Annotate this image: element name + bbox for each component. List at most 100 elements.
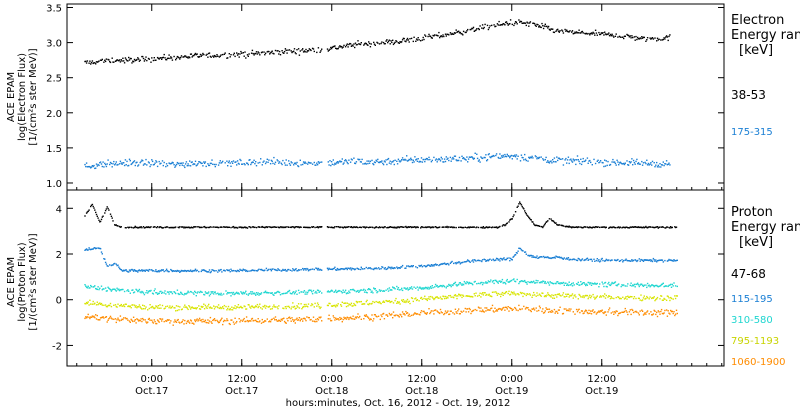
data-point [440,285,442,287]
data-point [393,287,395,289]
data-point [111,318,113,320]
data-point [294,226,296,228]
data-point [162,227,164,229]
data-point [147,321,149,323]
data-point [560,295,562,297]
data-point [635,297,637,300]
data-point [259,293,261,295]
data-point [398,316,400,318]
data-point [448,159,450,162]
data-point [642,226,645,228]
data-point [309,48,311,51]
data-point [487,294,490,296]
data-point [333,164,335,166]
data-point [145,56,147,58]
data-point [380,302,382,305]
data-point [438,158,440,160]
data-point [590,258,592,261]
data-point [234,317,236,319]
data-point [434,263,437,265]
data-point [578,29,580,31]
data-point [517,250,519,252]
data-point [563,257,565,259]
data-point [383,43,386,45]
data-point [477,282,480,285]
data-point [128,305,130,307]
data-point [132,269,134,271]
data-point [175,57,178,60]
data-point [664,259,666,262]
data-point [259,320,261,322]
data-point [86,302,89,305]
data-point [316,292,318,294]
data-point [261,308,263,310]
data-point [519,247,521,250]
data-point [466,295,468,297]
data-point [544,23,546,25]
data-point [438,226,440,229]
data-point [611,259,613,261]
data-point [425,35,427,37]
data-point [438,297,440,299]
data-point [158,321,160,323]
data-point [190,306,193,309]
data-point [243,305,245,307]
data-point [148,58,150,60]
data-point [533,22,535,24]
data-point [604,165,607,167]
data-point [369,160,372,162]
data-point [114,318,117,320]
data-point [329,302,331,305]
data-point [191,322,193,324]
data-point [199,308,202,310]
data-point [208,269,211,271]
data-point [390,40,392,42]
data-point [236,292,239,295]
data-point [351,159,353,161]
data-point [263,51,265,53]
data-point [486,282,489,284]
data-point [303,50,306,52]
data-point [272,293,274,296]
data-point [488,309,490,311]
data-point [649,163,651,165]
data-point [659,285,661,287]
data-point [197,320,199,322]
data-point [266,318,268,320]
data-point [388,266,391,269]
data-point [118,59,121,61]
data-point [366,299,368,302]
data-point [254,293,256,295]
data-point [280,270,282,272]
data-point [155,322,157,325]
data-point [142,292,145,294]
data-point [263,291,265,294]
data-point [428,288,430,290]
data-point [554,282,556,285]
data-point [156,271,159,273]
data-point [215,270,217,272]
data-point [623,311,625,313]
data-point [337,226,339,228]
data-point [527,307,529,309]
data-point [378,226,381,228]
data-point [486,307,488,309]
data-point [669,227,671,229]
data-point [568,225,570,227]
data-point [375,159,377,161]
data-point [475,260,477,262]
data-point [491,281,494,283]
data-point [614,35,617,37]
data-point [208,164,210,167]
data-point [87,166,89,168]
data-point [281,163,283,166]
data-point [604,293,606,295]
data-point [544,281,546,283]
xtick-date-label: Oct.17 [225,386,258,397]
data-point [171,226,174,229]
data-point [103,61,105,63]
data-point [271,268,273,270]
data-point [213,226,215,228]
data-point [492,310,494,312]
data-point [514,307,517,310]
